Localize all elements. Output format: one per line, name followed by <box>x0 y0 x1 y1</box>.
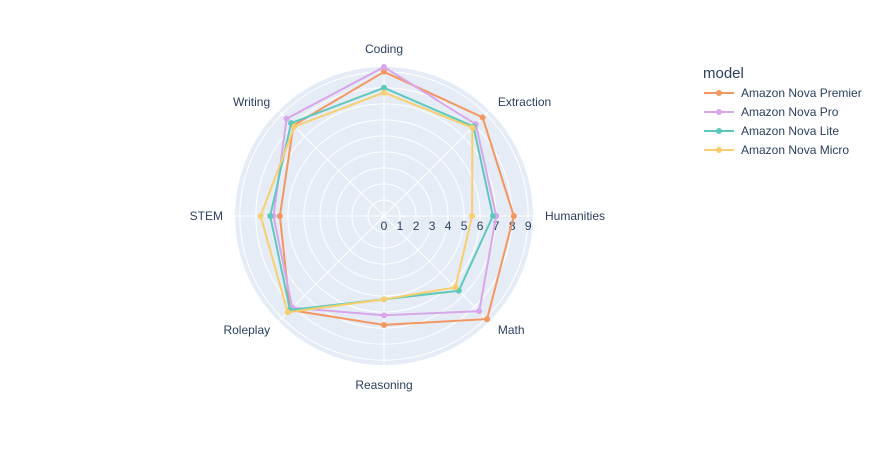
data-point-amazon-nova-premier-math[interactable] <box>484 316 491 323</box>
data-point-amazon-nova-pro-reasoning[interactable] <box>381 312 387 319</box>
legend-marker-amazon-nova-premier <box>716 90 722 96</box>
radial-tick-label: 1 <box>397 219 404 233</box>
radial-tick-label: 8 <box>509 219 516 233</box>
angular-label-extraction: Extraction <box>498 95 551 109</box>
radial-tick-label: 9 <box>525 219 532 233</box>
angular-label-writing: Writing <box>233 95 270 109</box>
grid-spoke <box>278 215 385 322</box>
data-point-amazon-nova-pro-writing[interactable] <box>283 115 290 122</box>
radial-tick-label: 3 <box>429 219 436 233</box>
series-amazon-nova-micro <box>257 89 476 316</box>
data-point-amazon-nova-premier-humanities[interactable] <box>510 213 517 219</box>
data-point-amazon-nova-premier-reasoning[interactable] <box>381 321 387 328</box>
data-point-amazon-nova-micro-extraction[interactable] <box>469 124 476 131</box>
data-point-amazon-nova-micro-roleplay[interactable] <box>284 309 291 316</box>
data-point-amazon-nova-micro-coding[interactable] <box>381 89 387 96</box>
data-point-amazon-nova-lite-stem[interactable] <box>267 213 274 219</box>
legend-title: model <box>703 65 744 82</box>
data-point-amazon-nova-premier-stem[interactable] <box>276 213 283 219</box>
data-point-amazon-nova-micro-writing[interactable] <box>291 123 298 130</box>
legend-label-amazon-nova-premier: Amazon Nova Premier <box>741 86 862 100</box>
angular-label-stem: STEM <box>190 209 223 223</box>
legend-item-amazon-nova-pro[interactable]: Amazon Nova Pro <box>704 105 839 119</box>
legend-item-amazon-nova-micro[interactable]: Amazon Nova Micro <box>704 143 849 157</box>
data-point-amazon-nova-lite-coding[interactable] <box>381 84 387 91</box>
angular-label-coding: Coding <box>365 42 403 56</box>
angular-label-humanities: Humanities <box>545 209 605 223</box>
data-point-amazon-nova-pro-coding[interactable] <box>381 64 387 70</box>
legend-label-amazon-nova-micro: Amazon Nova Micro <box>741 143 849 157</box>
radial-tick-label: 6 <box>477 219 484 233</box>
angular-label-math: Math <box>498 323 525 337</box>
legend-label-amazon-nova-lite: Amazon Nova Lite <box>741 124 839 138</box>
data-point-amazon-nova-micro-reasoning[interactable] <box>381 296 387 303</box>
radial-tick-label: 4 <box>445 219 452 233</box>
radial-tick-label: 5 <box>461 219 468 233</box>
legend-marker-amazon-nova-micro <box>716 147 722 153</box>
data-point-amazon-nova-micro-stem[interactable] <box>257 213 264 219</box>
data-point-amazon-nova-premier-extraction[interactable] <box>479 114 486 121</box>
series-amazon-nova-premier <box>276 68 517 328</box>
data-point-amazon-nova-pro-math[interactable] <box>476 308 483 315</box>
data-point-amazon-nova-lite-humanities[interactable] <box>489 213 496 219</box>
legend-label-amazon-nova-pro: Amazon Nova Pro <box>741 105 839 119</box>
legend-item-amazon-nova-premier[interactable]: Amazon Nova Premier <box>704 86 862 100</box>
radial-tick-label: 7 <box>493 219 500 233</box>
legend: model Amazon Nova Premier Amazon Nova Pro… <box>703 65 862 157</box>
grid-spoke <box>383 215 490 322</box>
data-point-amazon-nova-micro-humanities[interactable] <box>469 213 476 219</box>
data-point-amazon-nova-micro-math[interactable] <box>452 284 459 291</box>
legend-marker-amazon-nova-lite <box>716 128 722 134</box>
angular-label-reasoning: Reasoning <box>355 378 412 392</box>
legend-item-amazon-nova-lite[interactable]: Amazon Nova Lite <box>704 124 839 138</box>
data-point-amazon-nova-premier-coding[interactable] <box>381 68 387 75</box>
radial-tick-label: 0 <box>381 219 388 233</box>
series-layer <box>257 64 517 328</box>
angular-axis-labels: Coding Extraction Humanities Math Reasoning R… <box>190 42 605 392</box>
radial-tick-label: 2 <box>413 219 420 233</box>
legend-marker-amazon-nova-pro <box>716 109 722 115</box>
angular-label-roleplay: Roleplay <box>223 323 270 337</box>
